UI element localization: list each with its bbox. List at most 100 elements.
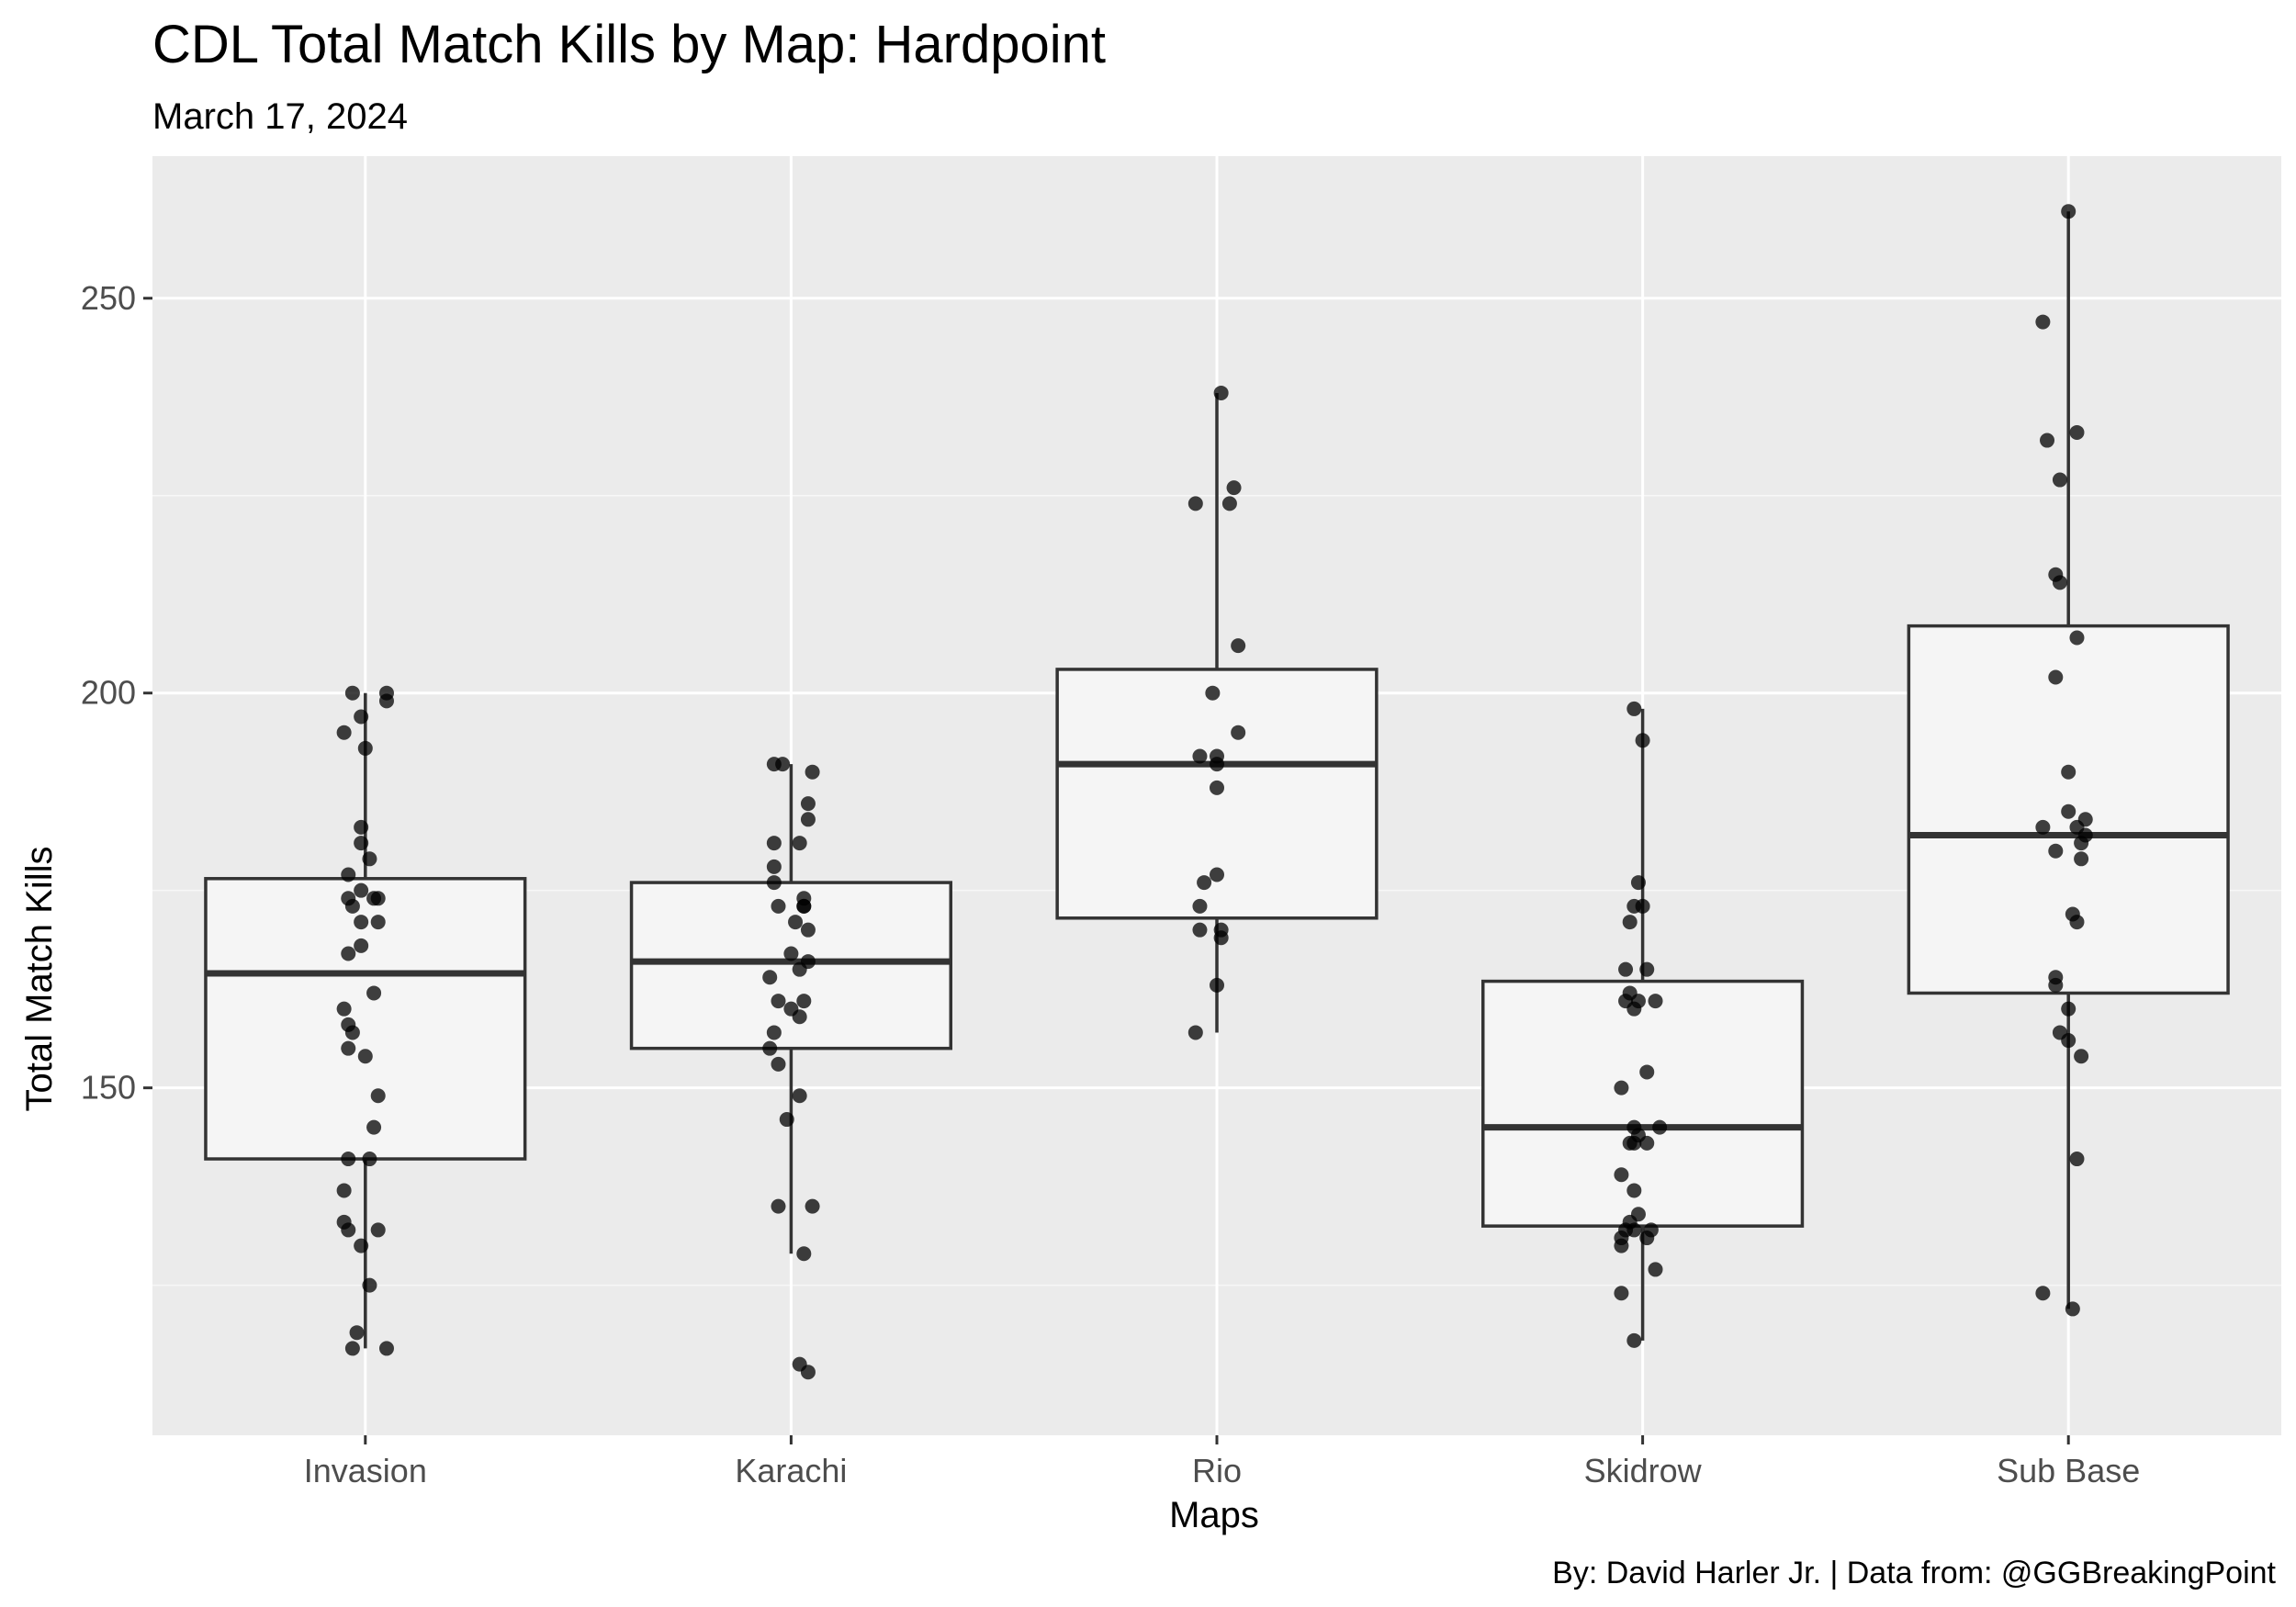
data-point xyxy=(800,922,816,938)
data-point xyxy=(1652,1119,1668,1135)
chart-caption: By: David Harler Jr. | Data from: @GGBre… xyxy=(1552,1556,2276,1590)
data-point xyxy=(771,898,786,914)
data-point xyxy=(792,961,807,977)
data-point xyxy=(2048,843,2064,859)
chart-subtitle: March 17, 2024 xyxy=(152,96,408,137)
data-point xyxy=(349,1325,365,1341)
data-point xyxy=(796,994,812,1009)
data-point xyxy=(1639,961,1655,977)
data-point xyxy=(354,1238,369,1253)
data-point xyxy=(1192,922,1208,938)
iqr-box xyxy=(629,881,952,1051)
data-point xyxy=(1614,1080,1629,1096)
data-point xyxy=(766,1025,782,1040)
data-point xyxy=(771,1198,786,1214)
data-point xyxy=(2074,1049,2089,1064)
x-tick-label: Karachi xyxy=(735,1452,847,1489)
data-point xyxy=(1210,757,1224,772)
data-point xyxy=(762,1040,778,1056)
data-point xyxy=(336,1001,352,1017)
data-point xyxy=(1187,496,1203,511)
data-point xyxy=(341,1040,356,1056)
data-point xyxy=(771,1056,786,1072)
data-point xyxy=(2069,424,2085,440)
data-point xyxy=(1626,1001,1642,1017)
data-point xyxy=(370,891,386,906)
data-point xyxy=(2035,1286,2051,1301)
data-point xyxy=(766,836,782,851)
data-point xyxy=(341,1222,356,1238)
data-point xyxy=(344,685,360,701)
data-point xyxy=(2061,1033,2077,1049)
data-point xyxy=(2052,472,2067,488)
data-point xyxy=(800,796,816,812)
data-point xyxy=(2069,915,2085,930)
iqr-box xyxy=(1481,979,1805,1228)
data-point xyxy=(354,836,369,851)
data-point xyxy=(792,1009,807,1025)
box-skidrow xyxy=(1481,708,1805,1341)
data-point xyxy=(779,1112,794,1128)
data-point xyxy=(362,851,377,867)
data-point xyxy=(1648,994,1663,1009)
data-point xyxy=(2035,819,2051,835)
data-point xyxy=(1626,1332,1642,1348)
data-point xyxy=(354,709,369,725)
y-tick-label: 150 xyxy=(81,1069,136,1107)
data-point xyxy=(1187,1025,1203,1040)
data-point xyxy=(783,946,799,961)
data-point xyxy=(1626,1135,1642,1151)
x-tick-label: Skidrow xyxy=(1584,1452,1703,1489)
y-axis: 150 200 250 xyxy=(81,279,152,1107)
data-point xyxy=(2074,851,2089,867)
data-point xyxy=(1213,930,1229,946)
data-point xyxy=(362,1277,377,1293)
data-point xyxy=(2069,1152,2085,1167)
data-point xyxy=(792,1088,807,1104)
data-point xyxy=(357,1049,373,1064)
data-point xyxy=(2048,977,2064,993)
data-point xyxy=(370,915,386,930)
data-point xyxy=(805,764,820,780)
data-point xyxy=(762,970,778,985)
y-axis-title: Total Match Kills xyxy=(19,847,60,1112)
data-point xyxy=(378,693,394,709)
data-point xyxy=(805,1198,820,1214)
data-point xyxy=(796,898,812,914)
data-point xyxy=(1210,867,1224,882)
y-tick-label: 250 xyxy=(81,279,136,317)
data-point xyxy=(771,994,786,1009)
data-point xyxy=(1614,1286,1629,1301)
data-point xyxy=(1213,385,1229,400)
data-point xyxy=(357,740,373,756)
data-point xyxy=(1622,915,1638,930)
data-point xyxy=(2040,433,2055,448)
data-point xyxy=(354,819,369,835)
x-tick-label: Sub Base xyxy=(1997,1452,2140,1489)
data-point xyxy=(354,915,369,930)
jitter-points xyxy=(336,204,2093,1380)
data-point xyxy=(2074,836,2089,851)
data-point xyxy=(1639,1231,1655,1246)
data-point xyxy=(788,915,804,930)
data-point xyxy=(336,725,352,740)
data-point xyxy=(1614,1167,1629,1183)
x-tick-label: Rio xyxy=(1192,1452,1242,1489)
data-point xyxy=(800,812,816,827)
data-point xyxy=(2061,804,2077,819)
x-axis-title: Maps xyxy=(1169,1495,1259,1535)
x-tick-label: Invasion xyxy=(304,1452,427,1489)
data-point xyxy=(1192,748,1208,764)
data-point xyxy=(2069,630,2085,646)
data-point xyxy=(341,867,356,882)
data-point xyxy=(2035,314,2051,330)
data-point xyxy=(354,882,369,898)
data-point xyxy=(1614,1238,1629,1253)
data-point xyxy=(2052,575,2067,590)
data-point xyxy=(1231,638,1246,654)
chart-title: CDL Total Match Kills by Map: Hardpoint xyxy=(152,15,1106,74)
data-point xyxy=(1205,685,1221,701)
data-point xyxy=(1630,875,1646,891)
data-point xyxy=(1210,977,1224,993)
data-point xyxy=(1648,1262,1663,1277)
